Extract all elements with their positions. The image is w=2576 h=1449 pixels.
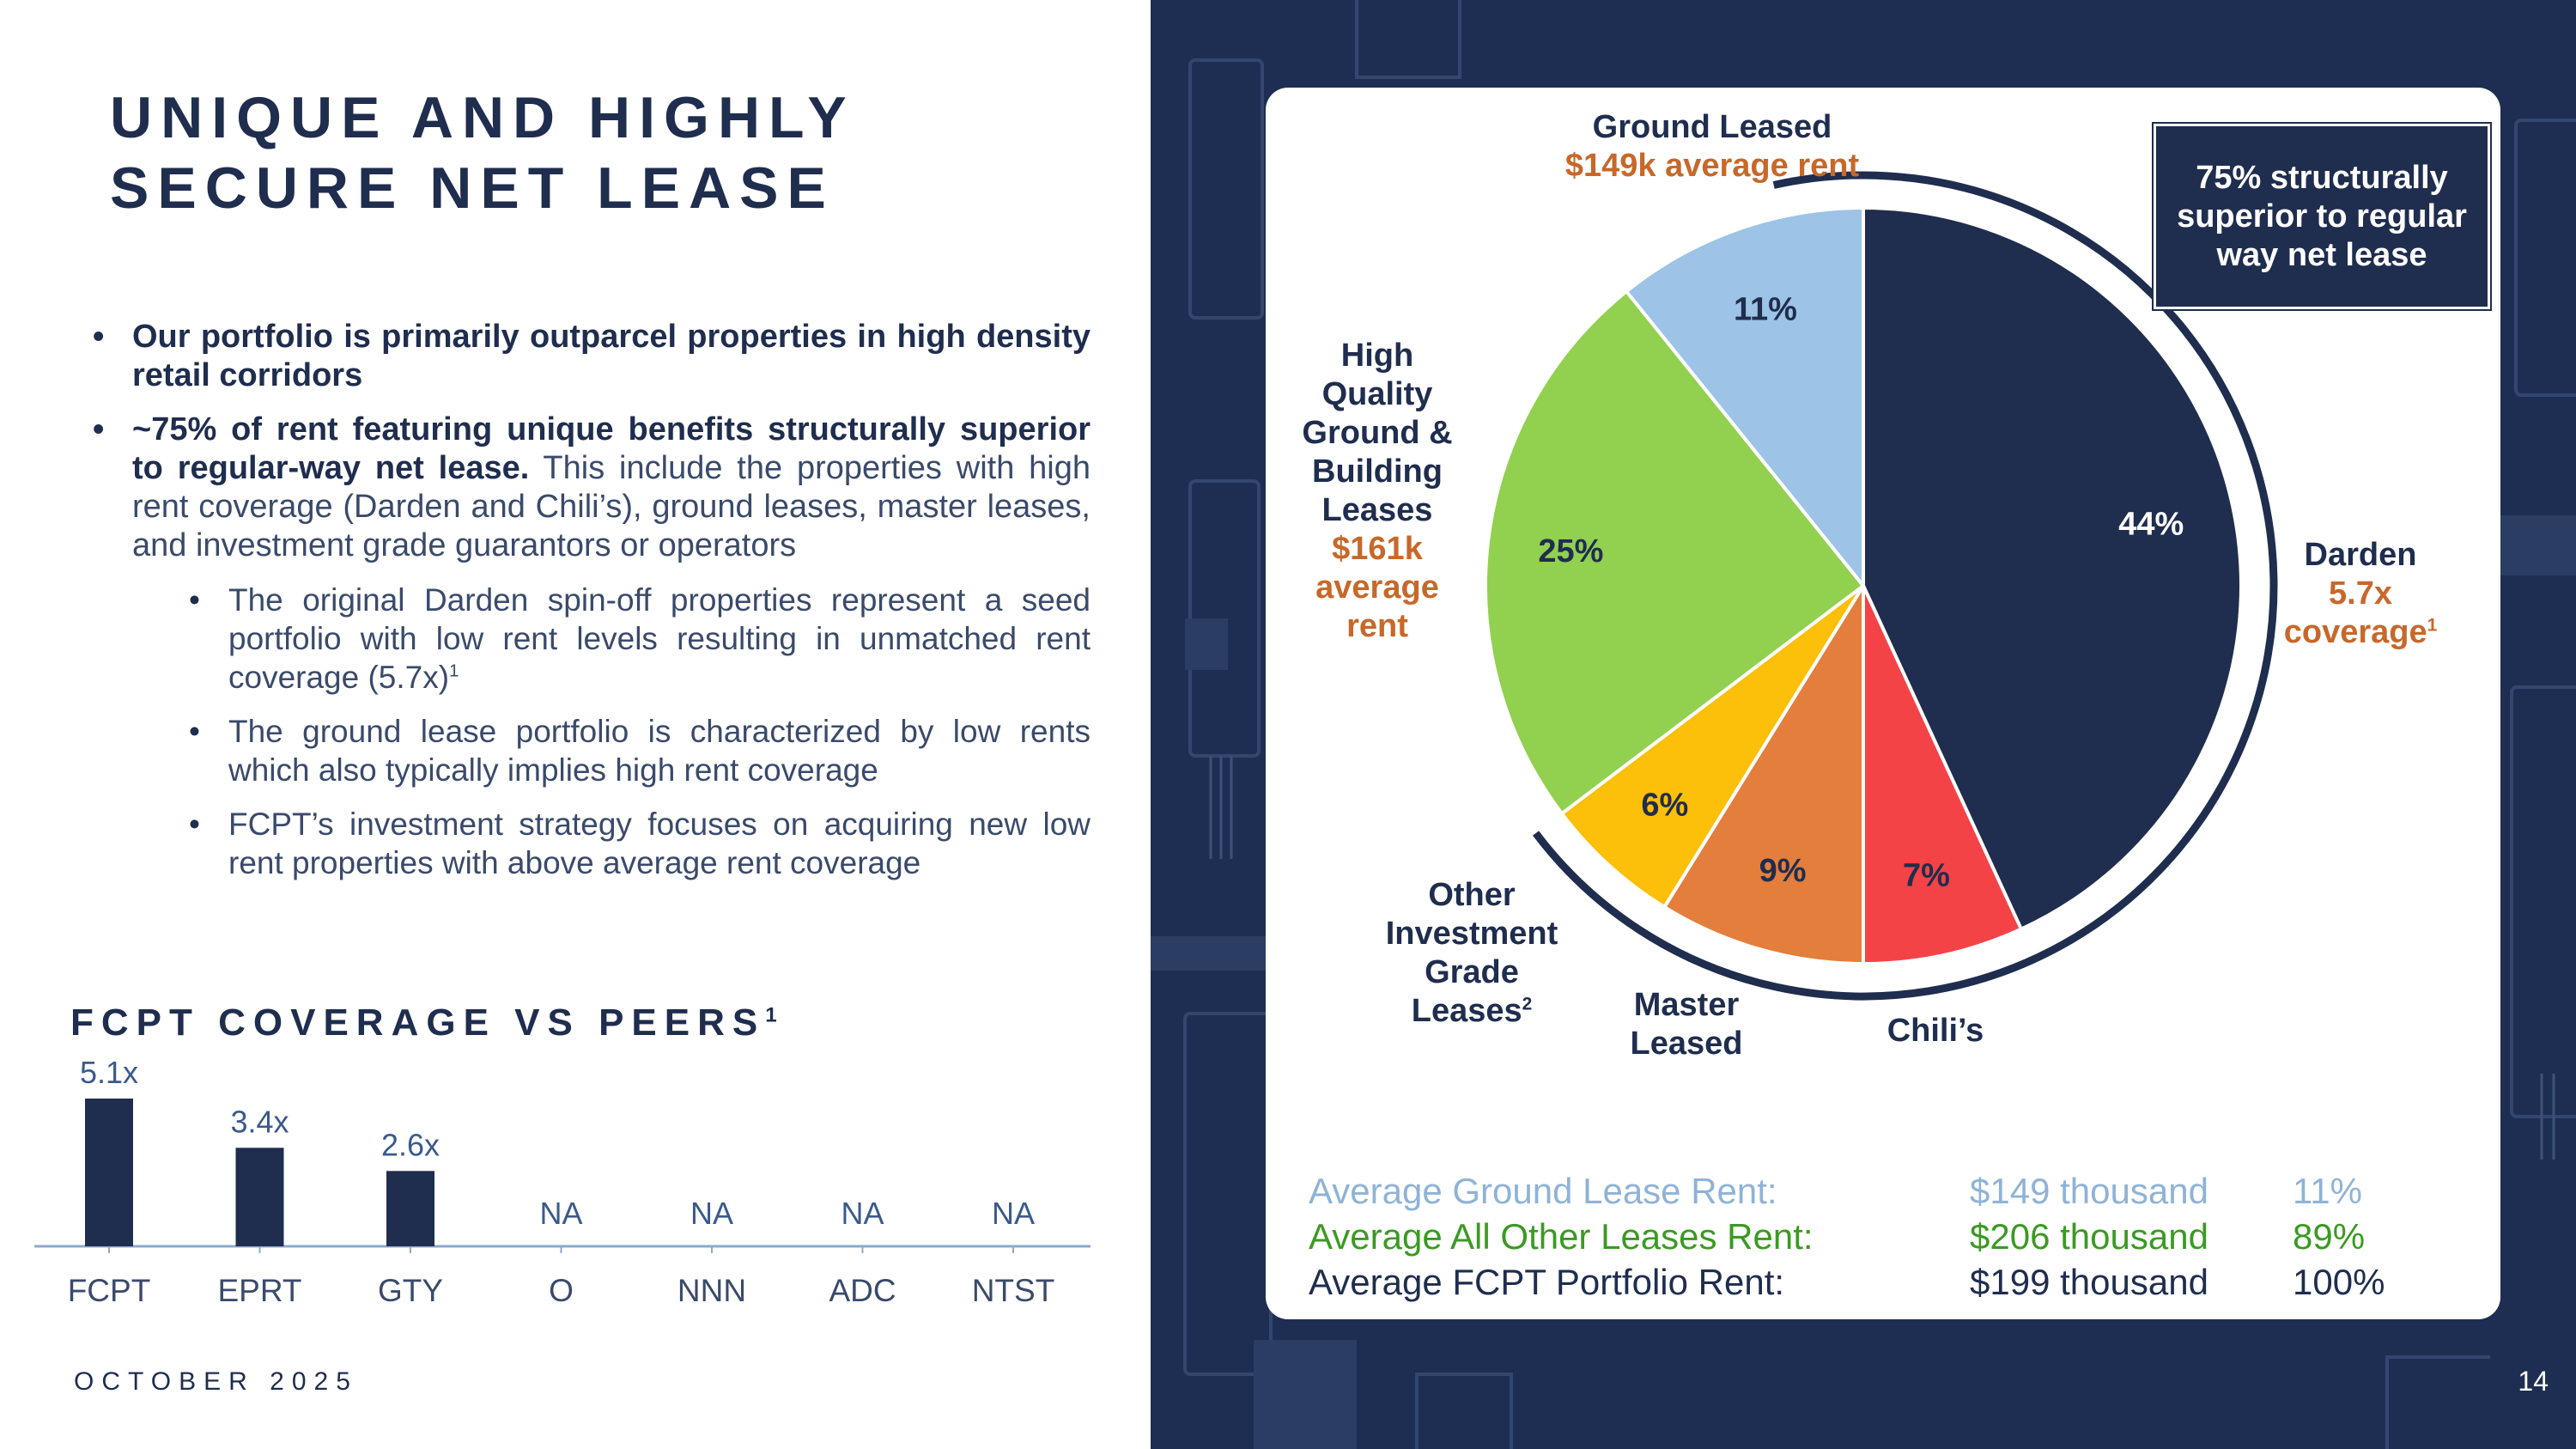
pie-slice-other-investment-grade-leases [1559, 584, 1865, 910]
footnote-mark: 1 [2427, 615, 2438, 636]
ground-leased-name: Ground Leased [1592, 109, 1832, 145]
pie-percent-label: 25% [1538, 533, 1603, 569]
rent-value: $149 thousand [1970, 1171, 2208, 1211]
background-pattern [1151, 0, 2576, 1449]
x-tick-label: NTST [972, 1273, 1055, 1308]
rent-label: Average All Other Leases Rent: [1309, 1216, 1814, 1257]
bar-eprt [235, 1148, 284, 1246]
pie-percent-label: 7% [1903, 857, 1950, 893]
footnote-mark: 1 [449, 661, 459, 681]
label-darden: Darden 5.7x coverage1 [2270, 536, 2451, 652]
sub-bullet-item: • The original Darden spin-off propertie… [93, 581, 1091, 697]
label-high-quality: High Quality Ground & Building Leases $1… [1300, 337, 1455, 646]
bar-value-label: NA [690, 1196, 733, 1231]
rent-value: $206 thousand [1970, 1216, 2208, 1257]
sub-bullet-text: FCPT’s investment strategy focuses on ac… [228, 807, 1091, 880]
pie-slice-master-leased [1662, 579, 1865, 966]
rent-label: Average FCPT Portfolio Rent: [1309, 1262, 1785, 1302]
bullet-dot: • [93, 411, 105, 447]
bar-fcpt [85, 1099, 133, 1246]
ground-leased-detail: $149k average rent [1564, 148, 1860, 184]
structural-callout-box: 75% structurally superior to regular way… [2154, 124, 2490, 309]
bullet-bold-text: Our portfolio is primarily outparcel pro… [132, 319, 1091, 393]
label-master-leased: Master Leased [1618, 986, 1755, 1063]
bar-value-label: NA [841, 1196, 884, 1231]
rent-pct: 89% [2293, 1216, 2366, 1257]
slide-title: UNIQUE AND HIGHLY SECURE NET LEASE [110, 85, 855, 221]
pie-slice-darden [1862, 205, 2243, 932]
coverage-title-text: FCPT COVERAGE VS PEERS [70, 1002, 766, 1044]
structural-bracket-arc [1532, 171, 2278, 1001]
x-tick-label: GTY [378, 1273, 443, 1308]
x-tick-label: FCPT [68, 1273, 151, 1308]
x-tick-label: ADC [829, 1273, 896, 1308]
rent-pct: 11% [2293, 1171, 2362, 1211]
bullet-dot: • [189, 714, 200, 749]
x-tick-label: EPRT [217, 1273, 301, 1308]
sub-bullet-text: The ground lease portfolio is characteri… [228, 714, 1091, 788]
portfolio-rent-card: 44% 7% 9% 6% 25% 11% 75% structurally superio… [1266, 88, 2500, 1319]
pie-slice-chili-s [1862, 585, 2024, 966]
bullet-dot: • [93, 319, 105, 355]
darden-name: Darden [2304, 537, 2417, 573]
bullet-list: • Our portfolio is primarily outparcel p… [93, 318, 1091, 898]
pie-percent-label: 11% [1734, 291, 1797, 327]
portfolio-pie-chart: 44% 7% 9% 6% 25% 11% [1484, 171, 2278, 1001]
footer-date: OCTOBER 2025 [74, 1367, 358, 1396]
high-quality-detail: $161k average rent [1315, 531, 1439, 644]
footnote-mark: 2 [1522, 994, 1533, 1014]
darden-detail: 5.7x coverage1 [2270, 575, 2451, 652]
bar-value-label: 3.4x [230, 1104, 289, 1139]
bar-value-label: NA [992, 1196, 1035, 1231]
pie-slice-ground-leased [1624, 205, 1865, 591]
x-tick-label: NNN [677, 1273, 746, 1308]
rent-pct: 100% [2293, 1262, 2385, 1302]
rent-label: Average Ground Lease Rent: [1309, 1171, 1777, 1211]
pie-slice-high-quality-ground-building-leases [1484, 289, 1866, 816]
sub-bullet-text: The original Darden spin-off properties … [228, 582, 1091, 695]
footnote-mark: 1 [765, 1003, 785, 1027]
bar-value-label: 5.1x [80, 1055, 138, 1090]
high-quality-name: High Quality Ground & Building Leases [1302, 338, 1453, 528]
label-ground-leased: Ground Leased $149k average rent [1549, 108, 1875, 186]
chilis-name: Chili’s [1886, 1013, 1984, 1049]
page-number: 14 [2518, 1366, 2549, 1397]
master-leased-name: Master Leased [1630, 987, 1743, 1062]
pie-percent-label: 6% [1641, 788, 1688, 824]
sub-bullet-item: • FCPT’s investment strategy focuses on … [93, 805, 1091, 882]
sub-bullet-item: • The ground lease portfolio is characte… [93, 712, 1091, 789]
pie-percent-label: 9% [1759, 853, 1807, 889]
bar-gty [386, 1171, 434, 1246]
coverage-bar-chart: 5.1x FCPT 3.4x EPRT 2.6x GTY NA O NA NNN NA ADC NA NT… [34, 1055, 1091, 1308]
pie-percent-label: 44% [2118, 507, 2184, 543]
bullet-dot: • [189, 582, 200, 618]
left-panel: UNIQUE AND HIGHLY SECURE NET LEASE • Our… [0, 0, 1151, 1449]
label-other-ig: Other Investment Grade Leases2 [1369, 876, 1575, 1031]
label-chilis: Chili’s [1858, 1012, 2013, 1050]
coverage-chart-title: FCPT COVERAGE VS PEERS1 [70, 1002, 785, 1044]
other-ig-name: Other Investment Grade Leases [1385, 877, 1558, 1029]
bar-value-label: 2.6x [381, 1127, 440, 1162]
darden-coverage: 5.7x coverage [2283, 575, 2427, 650]
bar-value-label: NA [539, 1196, 582, 1231]
rent-value: $199 thousand [1970, 1262, 2208, 1302]
bullet-dot: • [189, 807, 200, 842]
bullet-bold-text: ~75% of rent featuring unique benefits s… [132, 411, 1091, 486]
bullet-item: • Our portfolio is primarily outparcel p… [93, 318, 1091, 395]
bullet-text: This include the properties with high re… [132, 450, 1091, 563]
bullet-item: • ~75% of rent featuring unique benefits… [93, 411, 1091, 565]
x-tick-label: O [549, 1273, 574, 1308]
